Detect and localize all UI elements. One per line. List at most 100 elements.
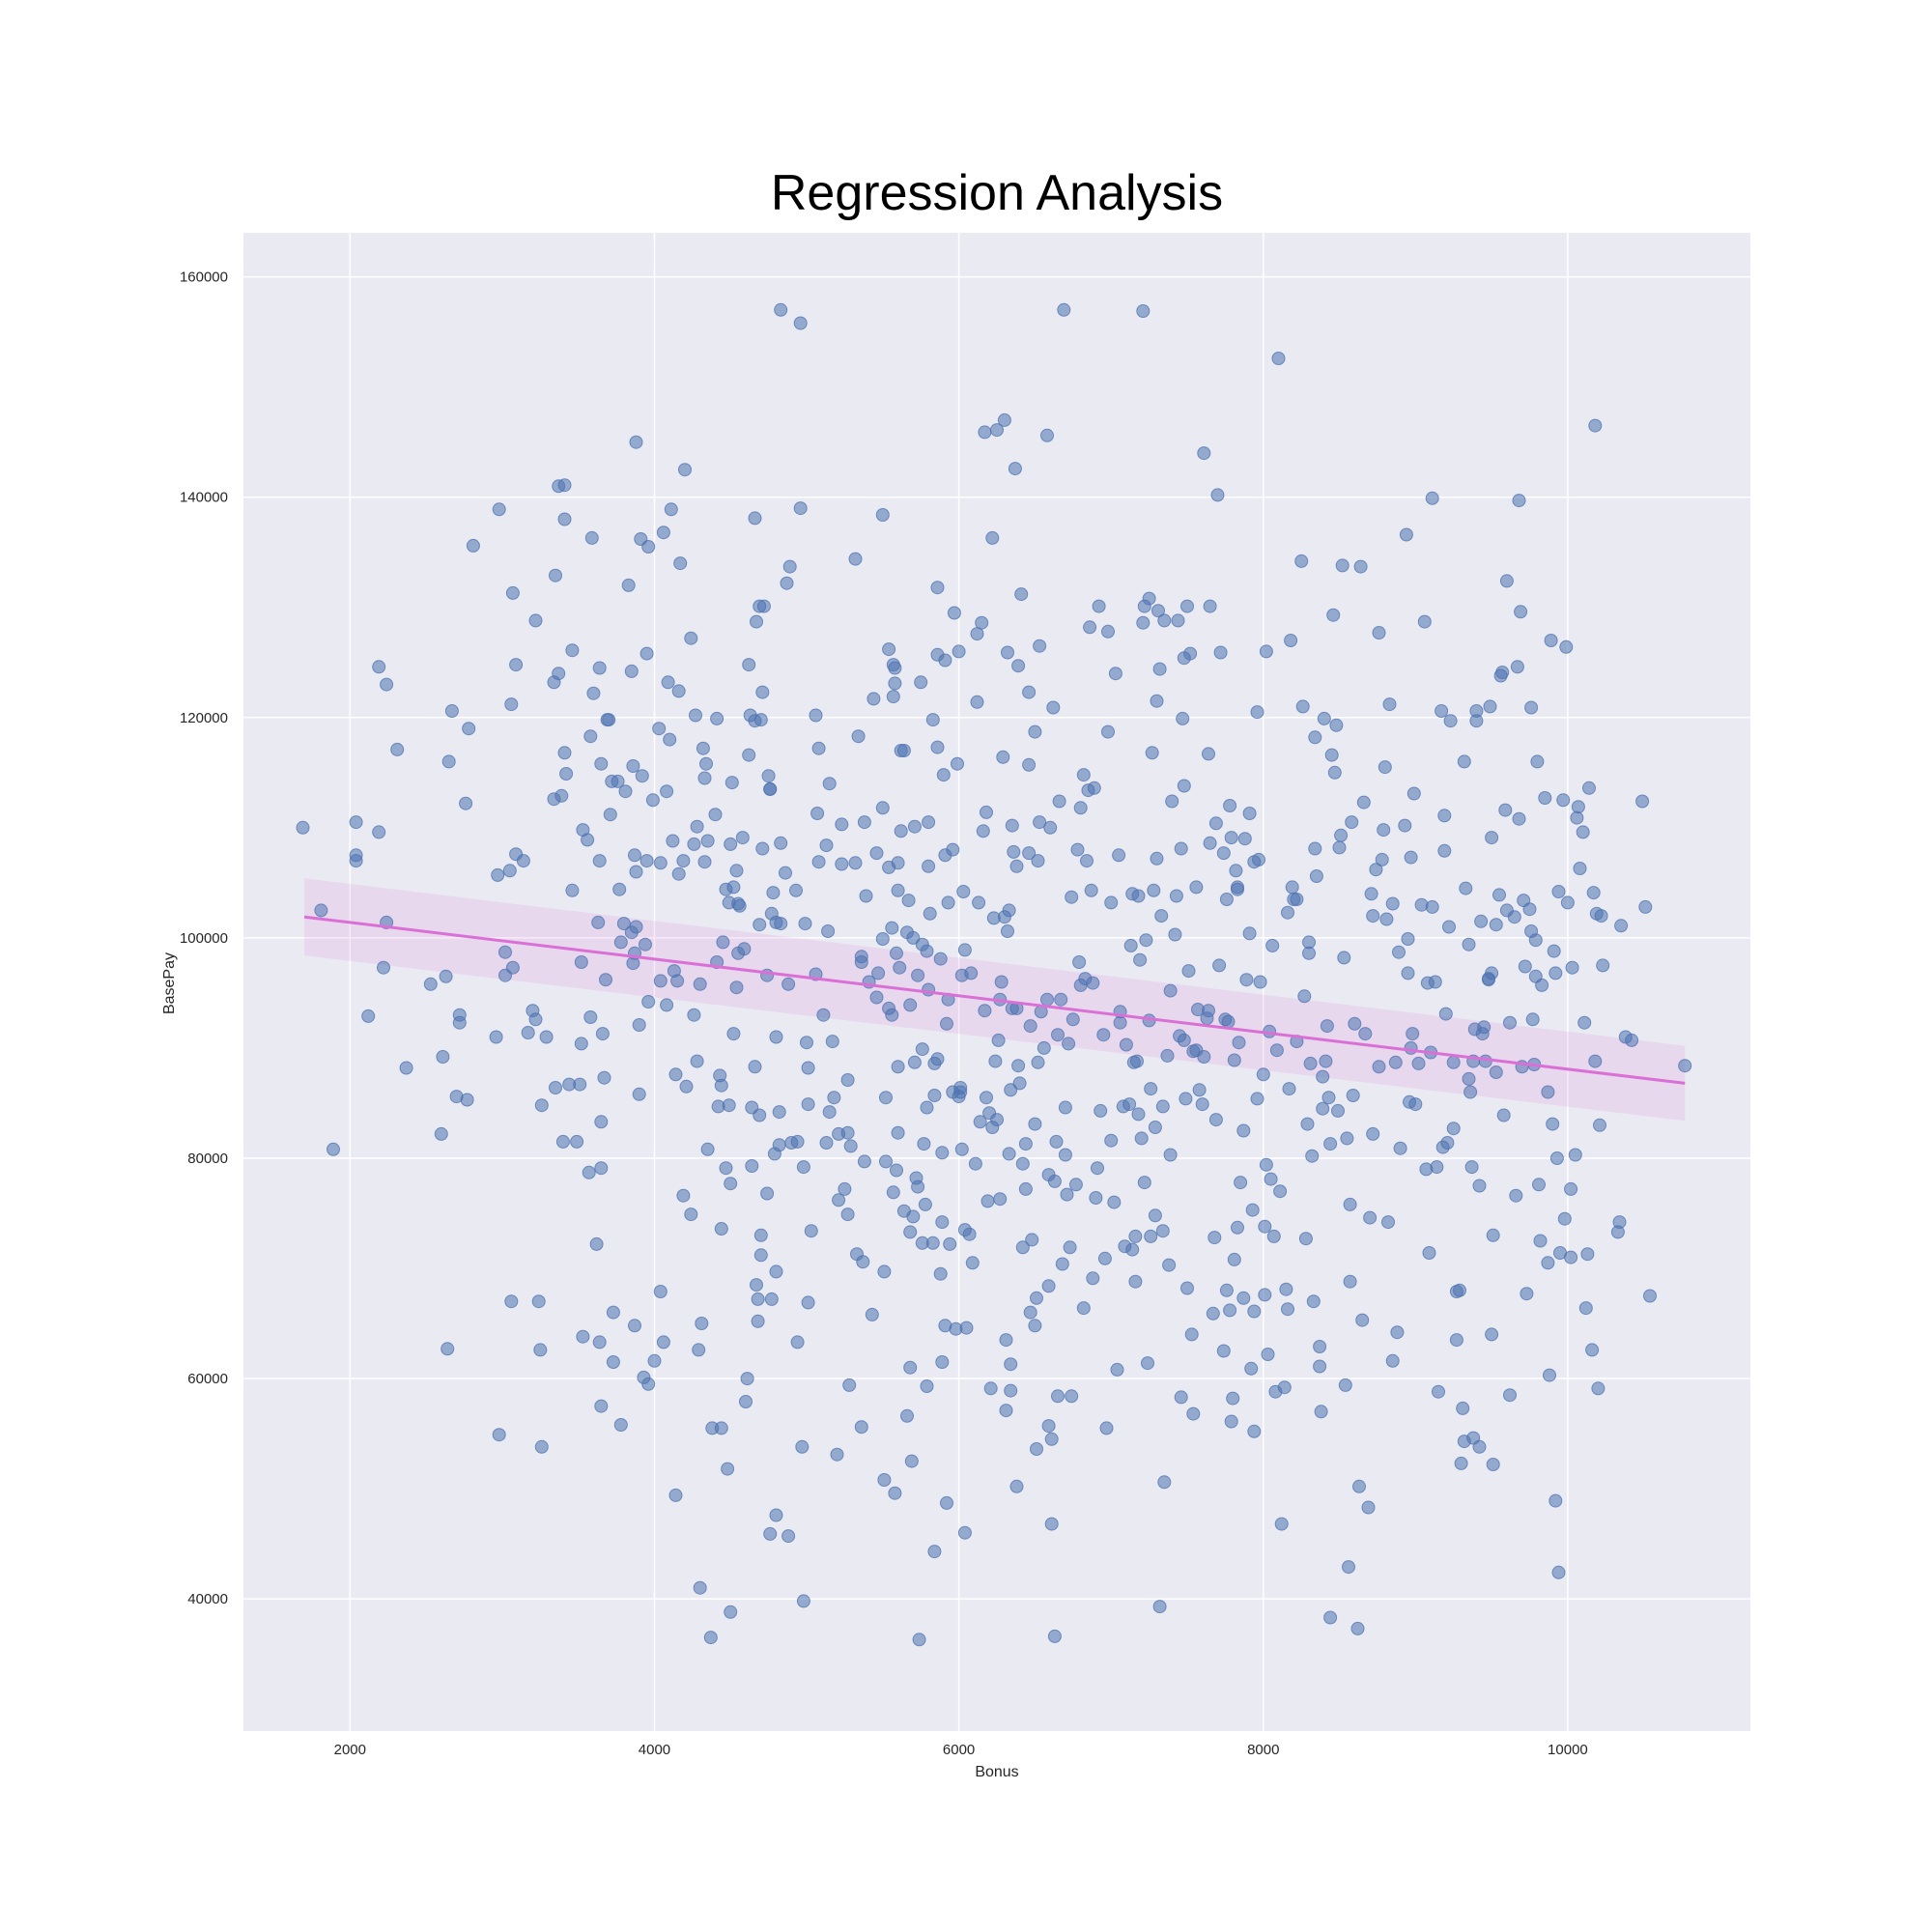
scatter-point xyxy=(1227,1053,1241,1067)
scatter-point xyxy=(835,817,849,832)
scatter-point xyxy=(492,502,506,517)
scatter-point xyxy=(983,1381,998,1396)
scatter-point xyxy=(1464,1160,1479,1175)
scatter-point xyxy=(724,1605,738,1619)
scatter-point xyxy=(1271,352,1286,365)
scatter-point xyxy=(1091,1161,1104,1176)
scatter-point xyxy=(444,704,459,718)
scatter-point xyxy=(857,815,871,830)
scatter-point xyxy=(1337,951,1351,965)
scatter-point xyxy=(452,1015,467,1030)
scatter-point xyxy=(1282,1082,1296,1096)
scatter-point xyxy=(1147,883,1161,897)
scatter-point xyxy=(1223,799,1237,812)
scatter-point xyxy=(1018,1181,1033,1196)
scatter-point xyxy=(618,784,633,799)
scatter-point xyxy=(1144,1229,1158,1243)
scatter-point xyxy=(1343,1197,1357,1211)
scatter-point xyxy=(1055,1257,1069,1271)
scatter-point xyxy=(819,1136,834,1150)
scatter-point xyxy=(664,502,678,517)
scatter-point xyxy=(796,1160,810,1175)
scatter-point xyxy=(656,1335,670,1350)
scatter-point xyxy=(1435,704,1449,718)
scatter-point xyxy=(869,990,884,1005)
scatter-point xyxy=(1379,912,1394,926)
scatter-point xyxy=(800,1036,813,1050)
scatter-point xyxy=(1083,620,1097,635)
scatter-point xyxy=(1184,1327,1199,1342)
scatter-point xyxy=(1104,1133,1119,1148)
scatter-point xyxy=(1252,852,1265,867)
scatter-point xyxy=(1236,1123,1251,1138)
scatter-point xyxy=(626,759,640,773)
scatter-point xyxy=(1486,1458,1500,1471)
scatter-point xyxy=(663,732,677,747)
scatter-point xyxy=(1401,932,1415,946)
scatter-point xyxy=(1546,1117,1560,1131)
scatter-point xyxy=(1014,587,1029,602)
scatter-point xyxy=(1258,1288,1272,1302)
scatter-point xyxy=(1065,890,1079,904)
scatter-point xyxy=(1489,1065,1503,1079)
scatter-point xyxy=(1399,527,1413,542)
scatter-point xyxy=(1442,920,1456,934)
scatter-point xyxy=(1348,1016,1362,1031)
scatter-point xyxy=(739,1395,753,1408)
scatter-point xyxy=(1366,1126,1380,1141)
scatter-point xyxy=(1028,1319,1042,1333)
scatter-point xyxy=(1390,1325,1405,1340)
scatter-point xyxy=(1223,1303,1237,1318)
scatter-point xyxy=(1576,825,1590,839)
scatter-point xyxy=(793,316,808,330)
scatter-point xyxy=(1313,1340,1327,1353)
scatter-point xyxy=(1131,889,1146,903)
scatter-point xyxy=(505,960,520,975)
scatter-point xyxy=(1005,818,1019,833)
scatter-point xyxy=(724,837,738,851)
scatter-point xyxy=(750,1278,763,1293)
scatter-point xyxy=(714,1421,728,1435)
scatter-point xyxy=(1183,646,1198,661)
scatter-point xyxy=(1037,1040,1051,1055)
scatter-point xyxy=(516,854,530,868)
scatter-point xyxy=(1266,1229,1281,1243)
scatter-point xyxy=(684,631,698,645)
scatter-point xyxy=(994,975,1009,989)
scatter-point xyxy=(935,1146,950,1160)
scatter-point xyxy=(1128,1274,1143,1289)
scatter-point xyxy=(1001,645,1014,660)
scatter-point xyxy=(911,968,925,982)
scatter-point xyxy=(1001,924,1014,938)
scatter-point xyxy=(840,1073,855,1087)
y-tick-label: 100000 xyxy=(180,930,228,947)
scatter-point xyxy=(751,1292,765,1306)
scatter-point xyxy=(1018,1137,1033,1151)
y-tick-label: 120000 xyxy=(180,710,228,726)
scatter-point xyxy=(621,578,636,592)
scatter-point xyxy=(1145,746,1159,760)
scatter-point xyxy=(592,661,607,675)
scatter-point xyxy=(583,729,598,744)
scatter-point xyxy=(927,1545,942,1559)
scatter-point xyxy=(1136,304,1151,318)
scatter-point xyxy=(1195,1097,1209,1112)
scatter-point xyxy=(573,1077,587,1092)
scatter-point xyxy=(1208,816,1223,831)
scatter-point xyxy=(1113,1015,1127,1030)
scatter-point xyxy=(750,614,763,629)
scatter-point xyxy=(825,1035,839,1049)
scatter-point xyxy=(1353,559,1368,574)
scatter-point xyxy=(985,530,1000,545)
scatter-point xyxy=(763,781,778,796)
scatter-point xyxy=(1324,748,1339,762)
scatter-point xyxy=(1404,850,1418,865)
scatter-point xyxy=(1533,1234,1548,1248)
scatter-point xyxy=(549,568,562,582)
scatter-point xyxy=(628,848,641,863)
scatter-point xyxy=(1320,1019,1334,1034)
scatter-point xyxy=(1485,831,1499,845)
scatter-point xyxy=(885,1008,899,1022)
scatter-point xyxy=(1011,659,1026,673)
scatter-point xyxy=(1326,608,1341,622)
